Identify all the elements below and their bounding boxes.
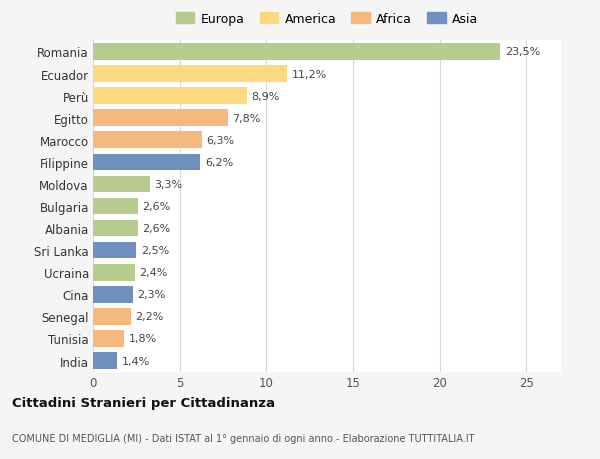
Text: 2,2%: 2,2% [136, 312, 164, 322]
Text: 2,5%: 2,5% [140, 246, 169, 256]
Text: 2,6%: 2,6% [142, 224, 170, 234]
Bar [93, 308, 131, 325]
Bar [93, 154, 200, 171]
Text: 11,2%: 11,2% [292, 69, 327, 79]
Text: 2,4%: 2,4% [139, 268, 167, 278]
Bar [93, 44, 500, 61]
Legend: Europa, America, Africa, Asia: Europa, America, Africa, Asia [173, 11, 481, 28]
Bar [93, 88, 247, 105]
Bar [93, 330, 124, 347]
Bar [93, 198, 138, 215]
Bar [93, 353, 117, 369]
Text: 23,5%: 23,5% [505, 47, 540, 57]
Text: 6,2%: 6,2% [205, 157, 233, 168]
Text: 2,3%: 2,3% [137, 290, 166, 300]
Bar [93, 286, 133, 303]
Text: 1,8%: 1,8% [128, 334, 157, 344]
Bar [93, 110, 228, 127]
Text: Cittadini Stranieri per Cittadinanza: Cittadini Stranieri per Cittadinanza [12, 396, 275, 409]
Text: 3,3%: 3,3% [155, 179, 182, 190]
Bar [93, 220, 138, 237]
Bar [93, 176, 150, 193]
Text: 6,3%: 6,3% [206, 135, 235, 146]
Bar [93, 132, 202, 149]
Text: 7,8%: 7,8% [233, 113, 261, 123]
Bar [93, 242, 136, 259]
Text: 8,9%: 8,9% [251, 91, 280, 101]
Bar [93, 264, 134, 281]
Text: 1,4%: 1,4% [122, 356, 150, 366]
Text: COMUNE DI MEDIGLIA (MI) - Dati ISTAT al 1° gennaio di ogni anno - Elaborazione T: COMUNE DI MEDIGLIA (MI) - Dati ISTAT al … [12, 433, 475, 442]
Text: 2,6%: 2,6% [142, 202, 170, 212]
Bar [93, 66, 287, 83]
